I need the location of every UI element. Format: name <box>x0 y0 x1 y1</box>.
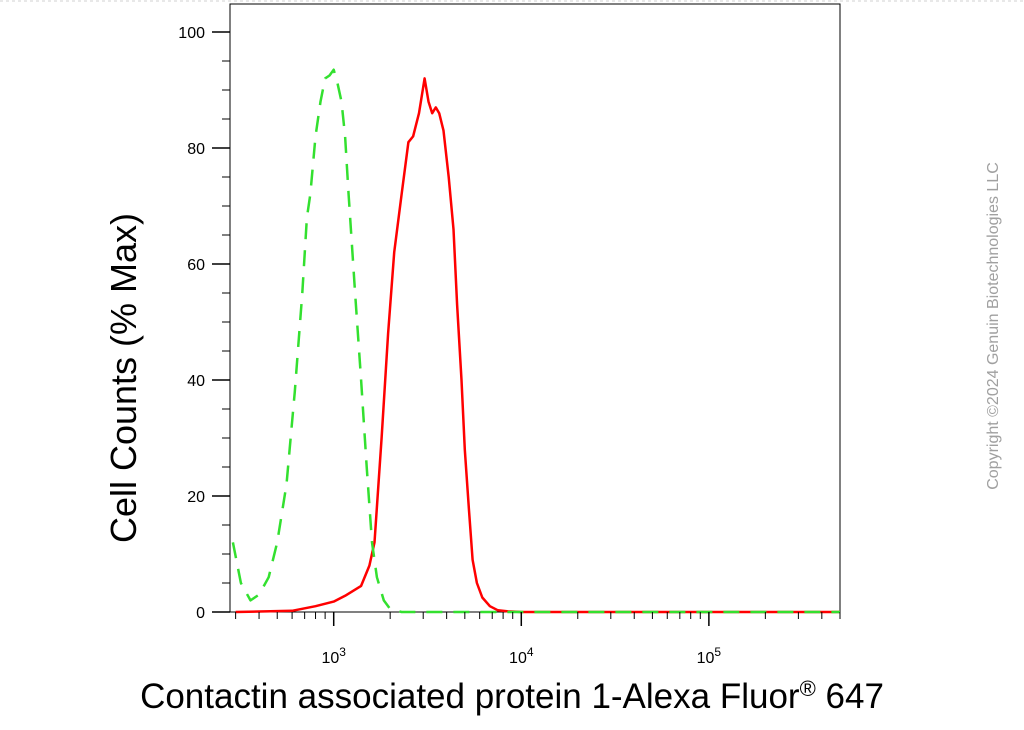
x-tick-label-base: 10 <box>697 650 715 667</box>
y-tick-label: 20 <box>187 489 205 506</box>
stained-sample-curve <box>235 77 840 614</box>
x-axis: 103 104 105 <box>235 612 841 667</box>
x-axis-title-main: Contactin associated protein 1-Alexa Flu… <box>140 677 800 716</box>
x-tick-label-exp: 5 <box>714 645 721 659</box>
y-axis: 0 20 40 60 80 100 <box>178 25 230 622</box>
x-axis-title: Contactin associated protein 1-Alexa Flu… <box>140 676 884 716</box>
x-tick-label: 104 <box>509 645 534 667</box>
x-tick-label-base: 10 <box>509 650 527 667</box>
x-tick-label: 105 <box>697 645 722 667</box>
x-tick-label-base: 10 <box>321 650 339 667</box>
y-tick-label: 60 <box>187 257 205 274</box>
x-tick-label-exp: 4 <box>527 645 534 659</box>
y-tick-label: 40 <box>187 373 205 390</box>
isotype-control-curve <box>231 68 840 614</box>
y-tick-label: 80 <box>187 141 205 158</box>
y-tick-label: 0 <box>196 605 205 622</box>
x-tick-label-exp: 3 <box>339 645 346 659</box>
y-tick-label: 100 <box>178 25 205 42</box>
x-axis-title-suffix: 647 <box>816 677 884 716</box>
y-axis-title: Cell Counts (% Max) <box>103 213 144 543</box>
copyright-notice: Copyright ©2024 Genuin Biotechnologies L… <box>985 162 1002 490</box>
x-axis-title-registered: ® <box>800 676 816 701</box>
x-tick-label: 103 <box>321 645 346 667</box>
curves-layer <box>231 68 840 614</box>
